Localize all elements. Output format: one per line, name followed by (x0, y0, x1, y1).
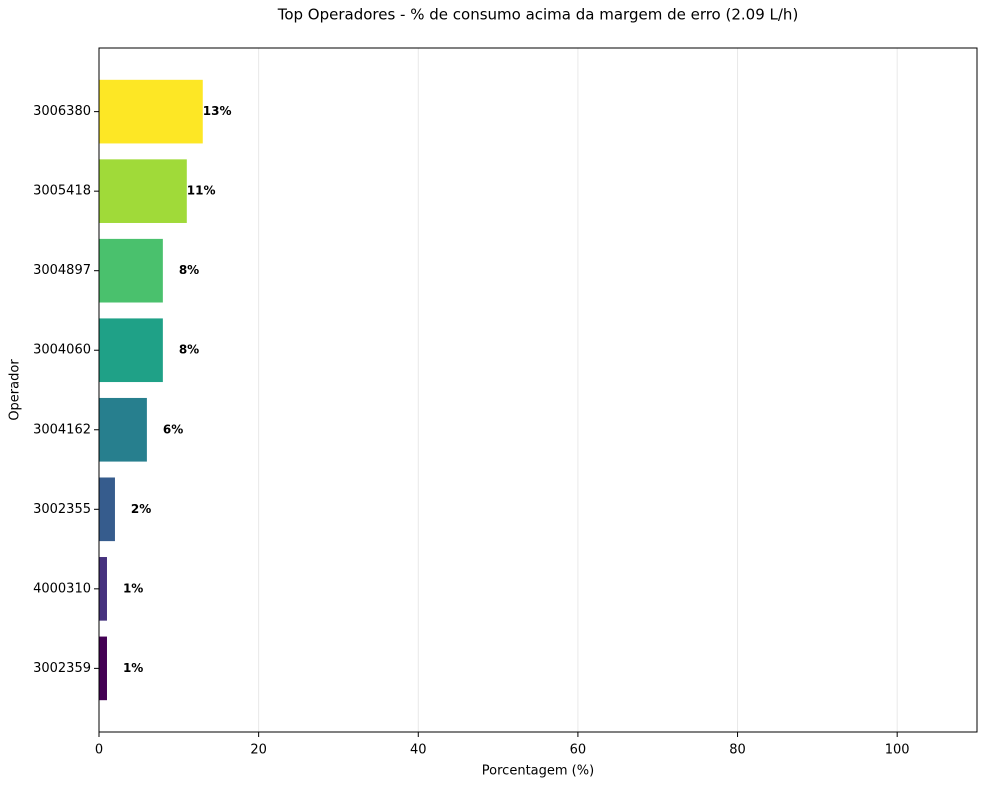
bar (99, 159, 187, 223)
x-tick-label: 100 (885, 743, 910, 758)
x-tick-label: 80 (729, 743, 746, 758)
value-label: 6% (163, 422, 183, 436)
bar (99, 318, 163, 383)
x-tick-label: 20 (250, 743, 267, 758)
y-tick-label: 3002355 (33, 502, 91, 517)
value-label: 8% (179, 263, 199, 277)
value-label: 8% (179, 343, 199, 357)
value-label: 2% (131, 502, 151, 516)
value-label: 1% (123, 581, 143, 595)
x-tick-label: 0 (95, 743, 103, 758)
y-tick-label: 3002359 (33, 661, 91, 676)
plot-frame (98, 47, 978, 733)
x-axis-label: Porcentagem (%) (482, 764, 594, 779)
bar (99, 397, 147, 462)
value-label: 11% (187, 184, 216, 198)
y-tick-label: 3004162 (33, 422, 91, 437)
value-label: 13% (203, 104, 232, 118)
x-tick-label: 40 (410, 743, 427, 758)
value-label: 1% (123, 661, 143, 675)
bar (99, 636, 107, 701)
y-tick-label: 4000310 (33, 581, 91, 596)
y-tick-label: 3006380 (33, 104, 91, 119)
bar (99, 477, 115, 542)
y-axis-label: Operador (8, 359, 23, 421)
bar (99, 557, 107, 621)
y-tick-label: 3004897 (33, 263, 91, 278)
x-tick-label: 60 (570, 743, 587, 758)
bar (99, 238, 163, 303)
bar (99, 79, 203, 144)
y-tick-label: 3004060 (33, 343, 91, 358)
y-tick-label: 3005418 (33, 184, 91, 199)
chart-title: Top Operadores - % de consumo acima da m… (277, 6, 799, 24)
